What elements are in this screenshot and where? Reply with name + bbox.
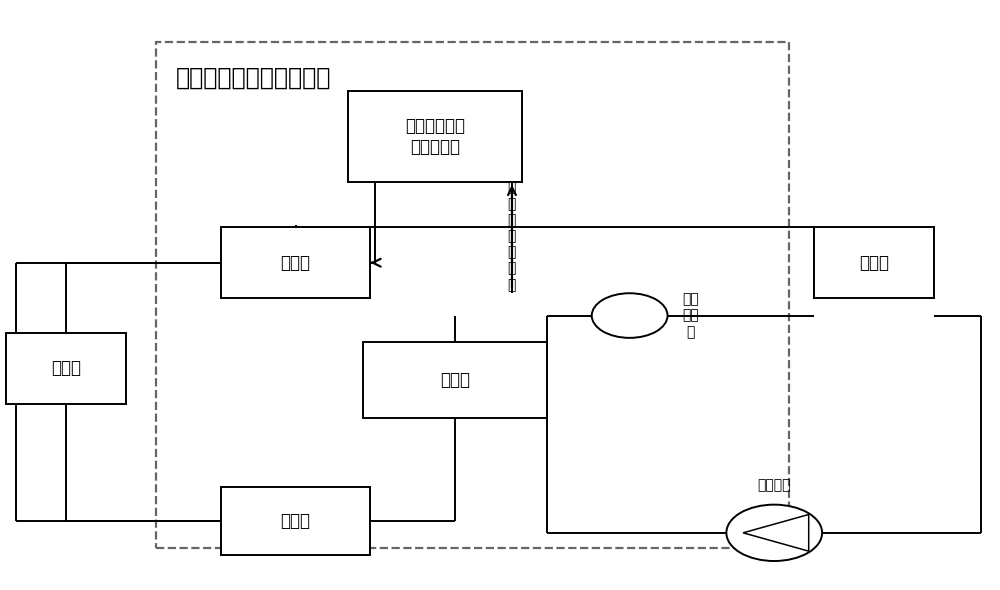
Text: 温度
传感
器: 温度 传感 器 (682, 293, 699, 339)
Circle shape (592, 293, 668, 338)
Text: 节流阀: 节流阀 (281, 512, 311, 530)
FancyBboxPatch shape (6, 333, 126, 404)
Polygon shape (743, 514, 809, 551)
FancyBboxPatch shape (814, 228, 934, 298)
Text: 压缩机: 压缩机 (281, 254, 311, 272)
FancyBboxPatch shape (221, 487, 370, 555)
Text: 表冷器: 表冷器 (859, 254, 889, 272)
Text: 冷冻水出水温度控制回路: 冷冻水出水温度控制回路 (176, 66, 331, 90)
FancyBboxPatch shape (363, 342, 547, 418)
FancyBboxPatch shape (348, 91, 522, 182)
Text: 冷凝器: 冷凝器 (51, 359, 81, 378)
Text: 冷冻后出水温
度控制算法: 冷冻后出水温 度控制算法 (405, 117, 465, 156)
Text: 冷冻水泵: 冷冻水泵 (757, 478, 791, 491)
Text: 冷
冻
水
出
水
温
度: 冷 冻 水 出 水 温 度 (508, 181, 516, 292)
Text: 蒸发器: 蒸发器 (440, 371, 470, 389)
FancyBboxPatch shape (221, 228, 370, 298)
Circle shape (726, 504, 822, 561)
